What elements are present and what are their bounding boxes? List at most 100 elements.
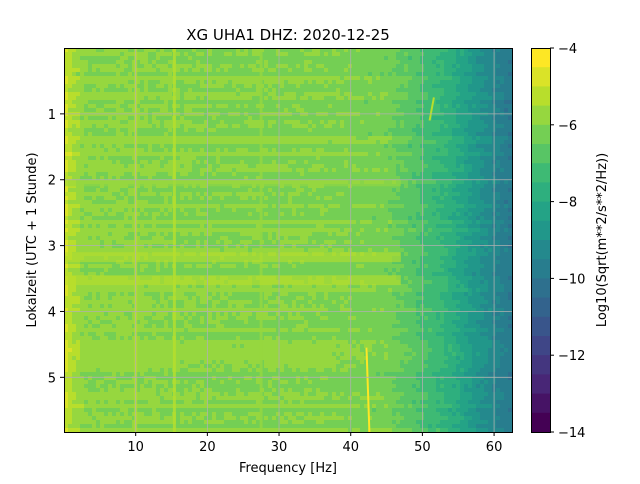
heatmap-cell — [340, 168, 345, 173]
heatmap-cell — [332, 192, 337, 197]
heatmap-cell — [308, 164, 313, 169]
heatmap-cell — [404, 176, 409, 181]
heatmap-cell — [244, 192, 249, 197]
heatmap-cell — [88, 156, 93, 161]
heatmap-cell — [68, 160, 73, 165]
heatmap-cell — [184, 204, 189, 209]
heatmap-cell — [120, 96, 125, 101]
heatmap-cell — [112, 60, 117, 65]
heatmap-cell — [380, 192, 385, 197]
heatmap-cell — [468, 116, 473, 121]
heatmap-cell — [192, 216, 197, 221]
heatmap-cell — [464, 188, 469, 193]
heatmap-cell — [432, 108, 437, 113]
heatmap-cell — [220, 128, 225, 133]
heatmap-cell — [328, 144, 333, 149]
heatmap-cell — [432, 92, 437, 97]
heatmap-cell — [312, 172, 317, 177]
heatmap-cell — [252, 84, 257, 89]
heatmap-cell — [220, 48, 225, 53]
heatmap-cell — [164, 176, 169, 181]
heatmap-cell — [176, 224, 181, 229]
heatmap-cell — [392, 208, 397, 213]
heatmap-cell — [376, 104, 381, 109]
heatmap-cell — [440, 104, 445, 109]
heatmap-cell — [424, 168, 429, 173]
heatmap-cell — [444, 92, 449, 97]
heatmap-cell — [504, 92, 509, 97]
heatmap-cell — [444, 180, 449, 185]
heatmap-cell — [232, 48, 237, 53]
heatmap-cell — [508, 196, 513, 201]
heatmap-cell — [340, 64, 345, 69]
heatmap-cell — [408, 104, 413, 109]
heatmap-cell — [288, 120, 293, 125]
heatmap-cell — [508, 160, 513, 165]
heatmap-cell — [428, 188, 433, 193]
heatmap-cell — [476, 204, 481, 209]
heatmap-cell — [312, 152, 317, 157]
heatmap-cell — [460, 128, 465, 133]
heatmap-cell — [92, 52, 97, 57]
heatmap-cell — [392, 144, 397, 149]
heatmap-cell — [152, 96, 157, 101]
heatmap-cell — [300, 120, 305, 125]
heatmap-cell — [128, 192, 133, 197]
heatmap-cell — [164, 148, 169, 153]
heatmap-cell — [284, 48, 289, 53]
heatmap-cell — [100, 188, 105, 193]
heatmap-cell — [120, 172, 125, 177]
heatmap-cell — [288, 48, 293, 53]
heatmap-cell — [300, 164, 305, 169]
heatmap-cell — [144, 52, 149, 57]
heatmap-cell — [96, 132, 101, 137]
heatmap-cell — [80, 168, 85, 173]
heatmap-cell — [200, 224, 205, 229]
heatmap-cell — [464, 140, 469, 145]
heatmap-cell — [416, 136, 421, 141]
heatmap-cell — [96, 224, 101, 229]
heatmap-cell — [140, 68, 145, 73]
heatmap-cell — [84, 156, 89, 161]
heatmap-cell — [268, 160, 273, 165]
heatmap-cell — [280, 88, 285, 93]
heatmap-cell — [156, 64, 161, 69]
heatmap-cell — [476, 88, 481, 93]
heatmap-cell — [320, 164, 325, 169]
heatmap-cell — [396, 116, 401, 121]
heatmap-cell — [248, 96, 253, 101]
heatmap-cell — [456, 124, 461, 129]
heatmap-cell — [188, 156, 193, 161]
heatmap-cell — [408, 172, 413, 177]
heatmap-cell — [376, 92, 381, 97]
heatmap-cell — [128, 152, 133, 157]
heatmap-cell — [116, 76, 121, 81]
heatmap-cell — [480, 192, 485, 197]
heatmap-cell — [336, 56, 341, 61]
heatmap-cell — [316, 108, 321, 113]
heatmap-cell — [396, 204, 401, 209]
heatmap-cell — [372, 52, 377, 57]
heatmap-cell — [356, 192, 361, 197]
heatmap-cell — [336, 176, 341, 181]
heatmap-cell — [76, 144, 81, 149]
heatmap-cell — [316, 68, 321, 73]
heatmap-cell — [216, 52, 221, 57]
heatmap-cell — [304, 72, 309, 77]
heatmap-cell — [444, 100, 449, 105]
heatmap-cell — [340, 192, 345, 197]
heatmap-cell — [384, 200, 389, 205]
heatmap-cell — [80, 160, 85, 165]
heatmap-cell — [244, 156, 249, 161]
heatmap-cell — [392, 104, 397, 109]
heatmap-cell — [308, 132, 313, 137]
heatmap-cell — [228, 80, 233, 85]
heatmap-cell — [152, 116, 157, 121]
heatmap-cell — [120, 164, 125, 169]
heatmap-cell — [452, 128, 457, 133]
heatmap-cell — [308, 188, 313, 193]
heatmap-cell — [388, 108, 393, 113]
heatmap-cell — [296, 84, 301, 89]
heatmap-cell — [252, 80, 257, 85]
heatmap-cell — [228, 128, 233, 133]
